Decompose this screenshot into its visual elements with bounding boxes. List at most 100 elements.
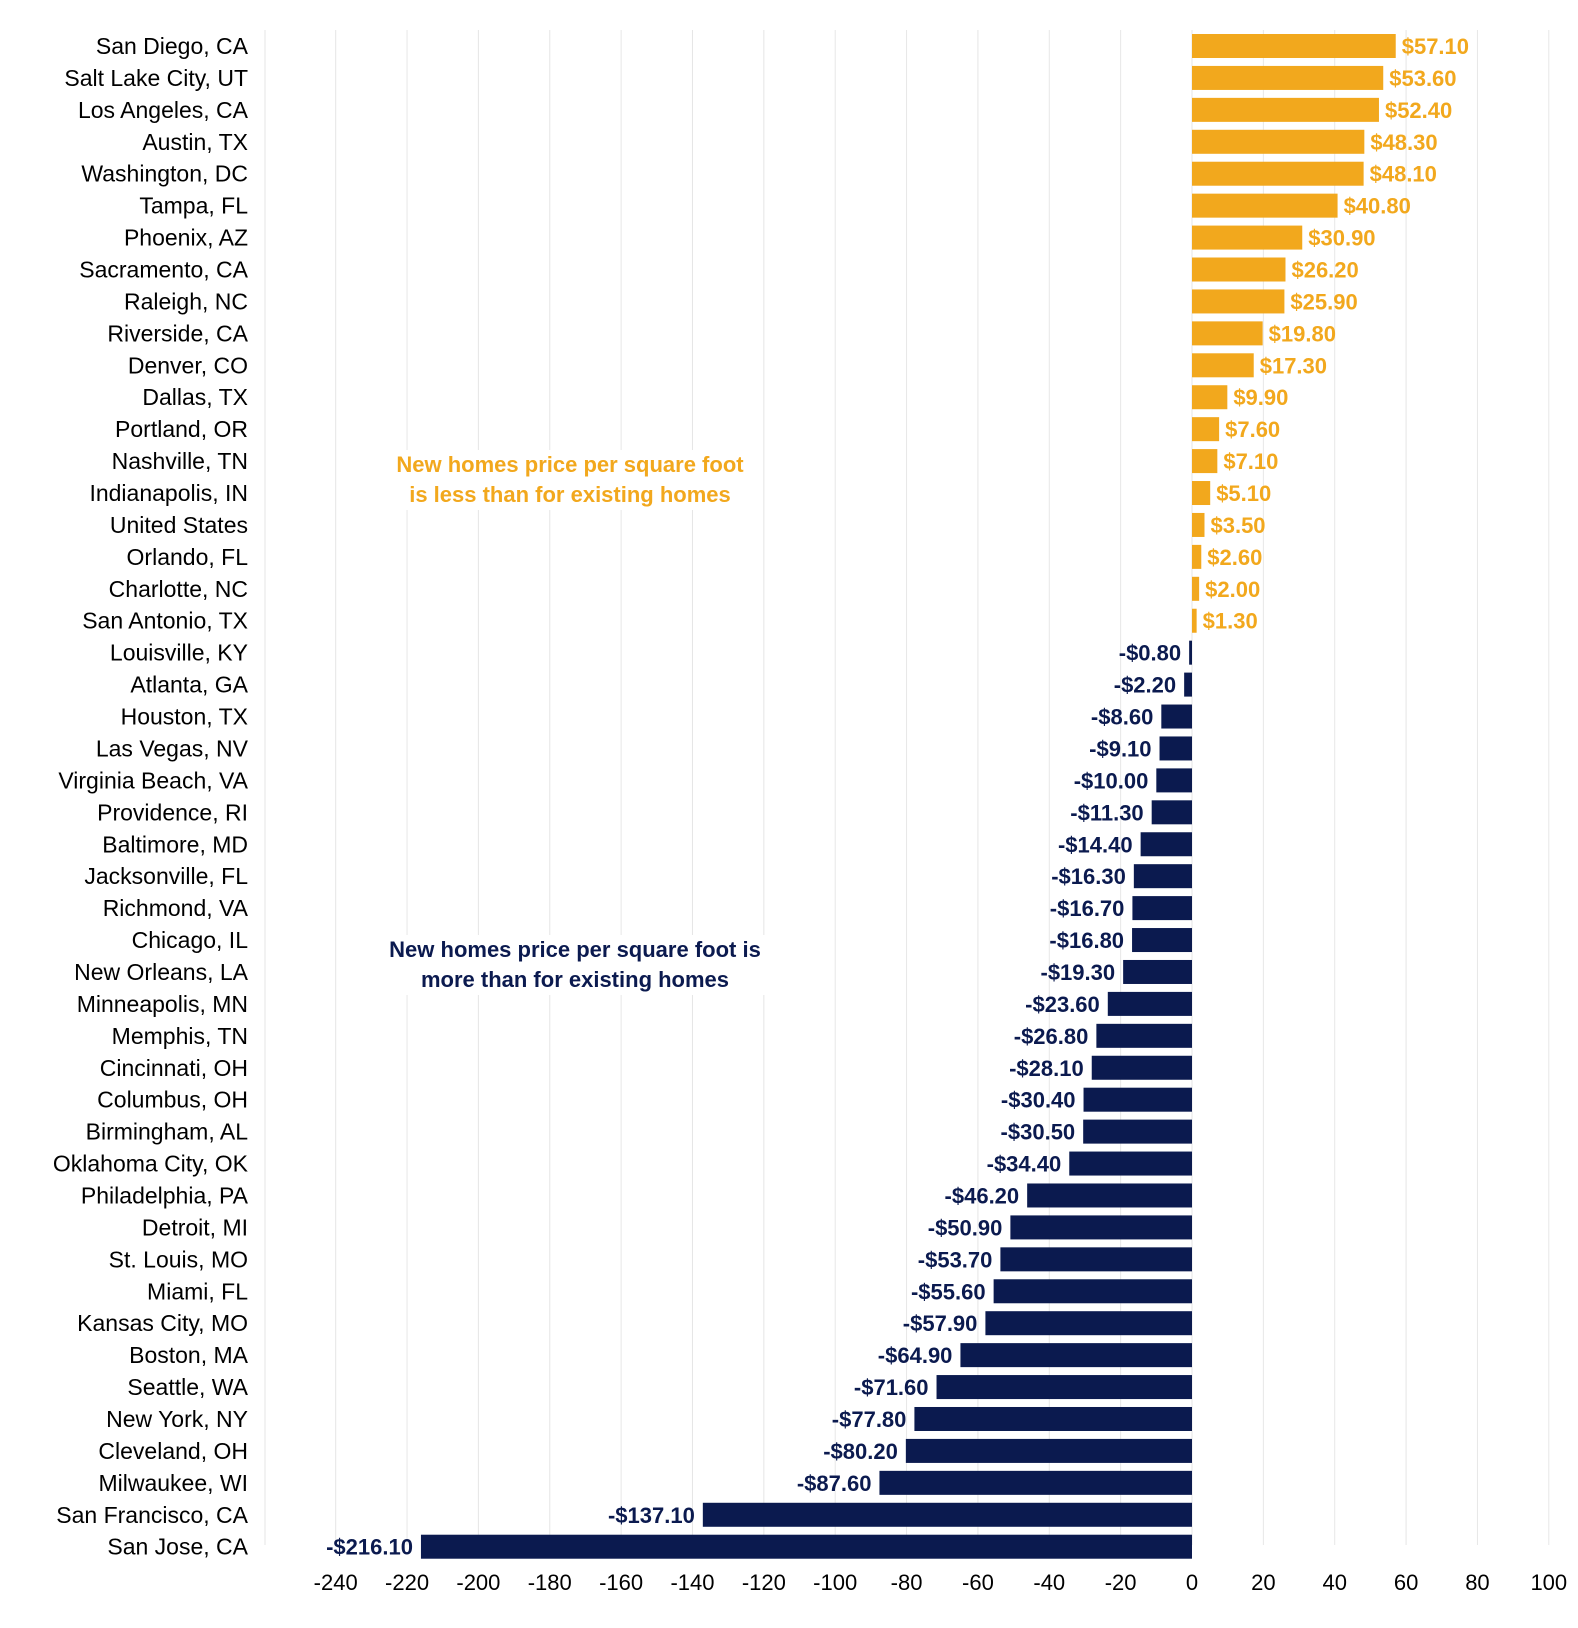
bar <box>1069 1151 1192 1176</box>
category-label: Seattle, WA <box>127 1374 248 1400</box>
category-label: Jacksonville, FL <box>84 863 248 889</box>
category-label: New Orleans, LA <box>74 959 249 985</box>
category-label: Raleigh, NC <box>124 288 248 314</box>
category-label: Washington, DC <box>81 161 248 187</box>
category-label: Tampa, FL <box>139 193 248 219</box>
bar <box>1192 385 1228 410</box>
bar <box>960 1343 1192 1368</box>
category-label: Los Angeles, CA <box>78 97 249 123</box>
bar <box>1132 928 1192 953</box>
category-label: Atlanta, GA <box>130 672 248 698</box>
bar <box>1123 959 1192 984</box>
value-label: $53.60 <box>1389 66 1456 91</box>
category-label: Sacramento, CA <box>79 257 248 283</box>
bar <box>1096 1023 1192 1048</box>
x-tick-label: 100 <box>1530 1570 1567 1595</box>
category-label: St. Louis, MO <box>109 1246 248 1272</box>
category-label: San Diego, CA <box>96 33 249 59</box>
bar <box>1091 1055 1192 1080</box>
bar <box>702 1502 1192 1527</box>
x-tick-label: -240 <box>314 1570 358 1595</box>
x-tick-label: -160 <box>599 1570 643 1595</box>
value-label: $7.60 <box>1225 417 1280 442</box>
bar <box>1151 800 1192 825</box>
category-label: Richmond, VA <box>103 895 249 921</box>
value-label: $52.40 <box>1385 98 1452 123</box>
value-label: $26.20 <box>1291 258 1358 283</box>
category-label: Cincinnati, OH <box>100 1055 248 1081</box>
value-label: -$34.40 <box>987 1152 1062 1177</box>
category-label: San Jose, CA <box>107 1534 248 1560</box>
value-label: -$19.30 <box>1041 960 1116 985</box>
value-label: $25.90 <box>1290 289 1357 314</box>
x-tick-label: -80 <box>891 1570 923 1595</box>
category-label: Denver, CO <box>128 352 248 378</box>
value-label: -$2.20 <box>1114 673 1176 698</box>
x-tick-label: -40 <box>1033 1570 1065 1595</box>
category-label: Salt Lake City, UT <box>64 65 248 91</box>
category-label: Nashville, TN <box>112 448 248 474</box>
value-label: $7.10 <box>1223 449 1278 474</box>
bar <box>1192 512 1205 537</box>
x-tick-label: -200 <box>456 1570 500 1595</box>
category-label: Charlotte, NC <box>109 576 248 602</box>
value-label: -$55.60 <box>911 1279 986 1304</box>
bar <box>1192 321 1263 346</box>
bar <box>1192 257 1286 282</box>
bar <box>1027 1183 1192 1208</box>
bar <box>1161 704 1192 729</box>
value-label: -$9.10 <box>1089 736 1151 761</box>
category-label: Milwaukee, WI <box>98 1470 248 1496</box>
value-label: -$71.60 <box>854 1375 929 1400</box>
category-label: Memphis, TN <box>112 1023 248 1049</box>
value-label: -$11.30 <box>1070 800 1143 825</box>
value-labels: $57.10 $53.60 $52.40 $48.30 $48.10 $40.80 $30.… <box>326 34 1469 1560</box>
category-label: Austin, TX <box>142 129 248 155</box>
value-label: -$28.10 <box>1009 1056 1084 1081</box>
value-label: -$77.80 <box>832 1407 907 1432</box>
category-label: Miami, FL <box>147 1278 248 1304</box>
value-label: -$30.50 <box>1001 1120 1076 1145</box>
bar <box>914 1406 1192 1431</box>
x-tick-label: -20 <box>1105 1570 1137 1595</box>
category-label: Providence, RI <box>97 799 248 825</box>
value-label: -$16.80 <box>1049 928 1124 953</box>
bar <box>1189 640 1192 665</box>
bar <box>1192 129 1365 154</box>
bar <box>1192 353 1254 378</box>
category-label: Kansas City, MO <box>77 1310 248 1336</box>
bar <box>1083 1087 1192 1112</box>
category-label: Riverside, CA <box>107 320 248 346</box>
value-label: -$64.90 <box>878 1343 953 1368</box>
category-label: Philadelphia, PA <box>81 1182 249 1208</box>
bar <box>993 1279 1192 1304</box>
x-tick-label: -220 <box>385 1570 429 1595</box>
bars <box>420 34 1396 1559</box>
category-label: Houston, TX <box>121 704 248 730</box>
value-label: -$10.00 <box>1074 768 1149 793</box>
value-label: $48.10 <box>1370 162 1437 187</box>
value-label: $17.30 <box>1260 353 1327 378</box>
value-label: -$0.80 <box>1119 641 1181 666</box>
bar <box>1192 193 1338 218</box>
category-label: United States <box>110 512 248 538</box>
bar <box>1192 97 1379 122</box>
value-label: $2.60 <box>1207 545 1262 570</box>
value-label: $48.30 <box>1370 130 1437 155</box>
x-tick-label: 80 <box>1465 1570 1489 1595</box>
category-label: Dallas, TX <box>142 384 248 410</box>
value-label: $40.80 <box>1344 194 1411 219</box>
category-label: New York, NY <box>106 1406 248 1432</box>
bar <box>1192 608 1197 633</box>
bar <box>1192 417 1220 442</box>
value-label: -$46.20 <box>945 1183 1020 1208</box>
annotation-positive: New homes price per square foot is less … <box>385 450 755 510</box>
x-tick-label: -140 <box>670 1570 714 1595</box>
value-label: -$8.60 <box>1091 705 1153 730</box>
category-label: Columbus, OH <box>97 1087 248 1113</box>
bar <box>1192 544 1202 569</box>
value-label: -$80.20 <box>823 1439 898 1464</box>
bar <box>1184 672 1192 697</box>
category-label: Birmingham, AL <box>86 1119 249 1145</box>
category-label: Minneapolis, MN <box>77 991 248 1017</box>
